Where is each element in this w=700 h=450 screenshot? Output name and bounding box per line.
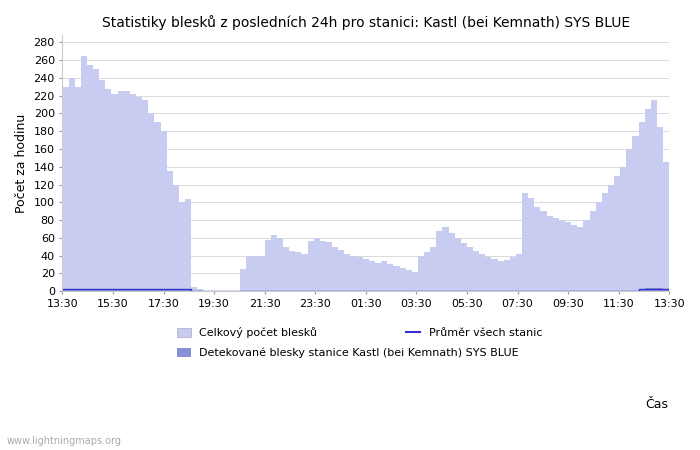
Text: www.lightningmaps.org: www.lightningmaps.org	[7, 436, 122, 446]
Title: Statistiky blesků z posledních 24h pro stanici: Kastl (bei Kemnath) SYS BLUE: Statistiky blesků z posledních 24h pro s…	[102, 15, 630, 30]
Legend: Detekované blesky stanice Kastl (bei Kemnath) SYS BLUE: Detekované blesky stanice Kastl (bei Kem…	[177, 348, 519, 358]
Y-axis label: Počet za hodinu: Počet za hodinu	[15, 113, 28, 213]
Text: Čas: Čas	[645, 398, 668, 411]
